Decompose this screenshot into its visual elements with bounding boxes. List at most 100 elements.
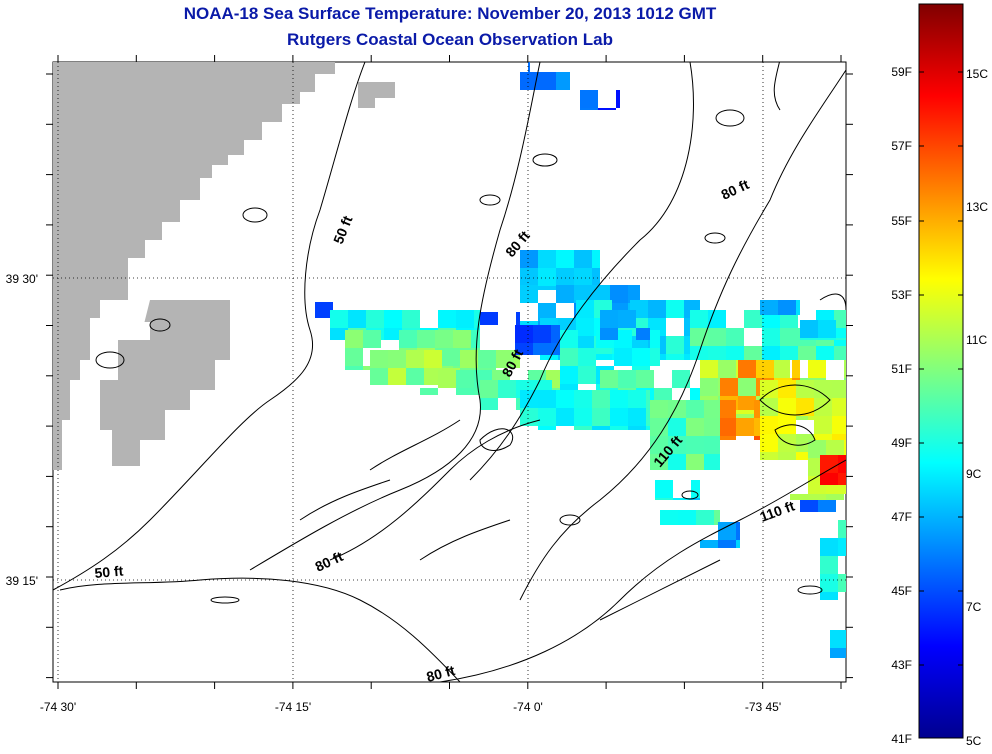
sst-pixel	[836, 338, 846, 340]
sst-pixel	[760, 434, 778, 452]
sst-pixel	[600, 310, 618, 328]
lon-label: -74 15'	[275, 700, 311, 714]
sst-pixel	[632, 348, 650, 366]
sst-pixel	[720, 378, 738, 396]
sst-pixel	[592, 285, 610, 303]
sst-pixel	[820, 592, 838, 600]
sst-pixel	[708, 346, 726, 360]
sst-pixel	[592, 250, 600, 268]
sst-pixel	[760, 380, 778, 398]
sst-pixel	[668, 400, 686, 418]
sst-pixel	[406, 368, 424, 385]
sst-pixel	[556, 390, 574, 408]
sst-pixel	[818, 338, 836, 340]
sst-pixel	[672, 370, 690, 388]
sst-pixel	[818, 500, 836, 512]
sst-pixel	[798, 346, 816, 360]
sst-pixel	[478, 350, 496, 368]
sst-pixel	[796, 300, 800, 315]
sst-pixel	[533, 325, 551, 343]
sst-pixel	[520, 285, 538, 303]
sst-pixel	[772, 360, 790, 378]
sst-pixel	[556, 268, 574, 286]
lon-label: -73 45'	[745, 700, 781, 714]
sst-pixel	[520, 268, 538, 286]
sst-pixel	[538, 303, 556, 321]
sst-pixel	[424, 350, 442, 368]
sst-pixel	[808, 440, 826, 458]
sst-pixel	[700, 360, 718, 378]
sst-pixel	[778, 300, 796, 315]
sst-pixel	[820, 574, 838, 592]
sst-pixel	[792, 360, 800, 378]
sst-pixel	[618, 370, 636, 388]
sst-pixel	[538, 72, 556, 90]
land-island	[358, 82, 395, 108]
sst-pixel	[370, 350, 388, 368]
sst-pixel	[686, 418, 704, 436]
sst-pixel	[844, 440, 846, 458]
sst-pixel	[650, 348, 660, 366]
sst-pixel	[388, 368, 406, 385]
sst-pixel	[726, 346, 744, 360]
sst-pixel	[778, 452, 796, 460]
sst-pixel	[628, 285, 640, 303]
sst-pixel	[832, 398, 846, 416]
sst-pixel	[668, 418, 686, 436]
sst-pixel	[480, 312, 498, 325]
sst-pixel	[592, 390, 610, 408]
sst-pixel	[636, 328, 650, 340]
sst-pixel	[366, 310, 384, 328]
sst-pixel	[456, 370, 474, 388]
sst-pixel	[760, 300, 778, 315]
sst-pixel	[538, 408, 556, 426]
sst-pixel	[628, 408, 646, 426]
sst-pixel	[650, 400, 668, 418]
contour-label: 50 ft	[94, 563, 124, 581]
sst-pixel	[618, 310, 636, 328]
sst-pixel	[736, 522, 740, 540]
sst-pixel	[718, 400, 736, 418]
sst-pixel	[560, 330, 578, 348]
sst-pixel	[560, 384, 578, 390]
lon-label: -74 0'	[513, 700, 543, 714]
sst-pixel	[655, 498, 673, 500]
sst-pixel	[348, 310, 366, 328]
contour-label: 80 ft	[425, 662, 457, 685]
sst-pixel	[834, 310, 846, 328]
sst-pixel	[691, 480, 700, 498]
longitude-labels: -74 30' -74 15' -74 0' -73 45'	[40, 700, 781, 714]
sst-pixel	[636, 370, 654, 388]
sst-pixel	[600, 370, 618, 388]
sst-pixel	[690, 388, 700, 406]
sst-pixel	[574, 250, 592, 268]
sst-pixel	[704, 436, 720, 454]
sst-pixel	[435, 330, 453, 348]
sst-pixel	[778, 398, 796, 416]
sst-pixel	[516, 312, 520, 325]
sst-pixel	[384, 328, 402, 340]
sst-pixel	[738, 360, 756, 378]
sst-pixel	[514, 350, 520, 368]
sst-pixel	[780, 328, 798, 346]
sst-pixel	[820, 538, 838, 556]
sst-pixel	[814, 380, 832, 398]
sst-pixel	[628, 426, 646, 430]
sst-pixel	[838, 520, 846, 538]
sst-pixel	[592, 426, 610, 430]
sst-pixel	[345, 366, 363, 370]
land-mass	[53, 62, 335, 470]
sst-pixel	[826, 494, 844, 500]
sst-pixel	[718, 522, 736, 540]
sst-pixel	[556, 72, 570, 90]
sst-pixel	[778, 380, 796, 398]
sst-pixel	[453, 330, 471, 348]
sst-pixel	[594, 354, 612, 360]
sst-pixel	[614, 330, 632, 348]
sst-pixel	[834, 328, 846, 346]
sst-pixel	[538, 390, 556, 408]
sst-pixel	[686, 436, 704, 454]
sst-pixel	[704, 418, 720, 436]
sst-pixel	[726, 328, 744, 346]
sst-pixel	[814, 416, 832, 434]
